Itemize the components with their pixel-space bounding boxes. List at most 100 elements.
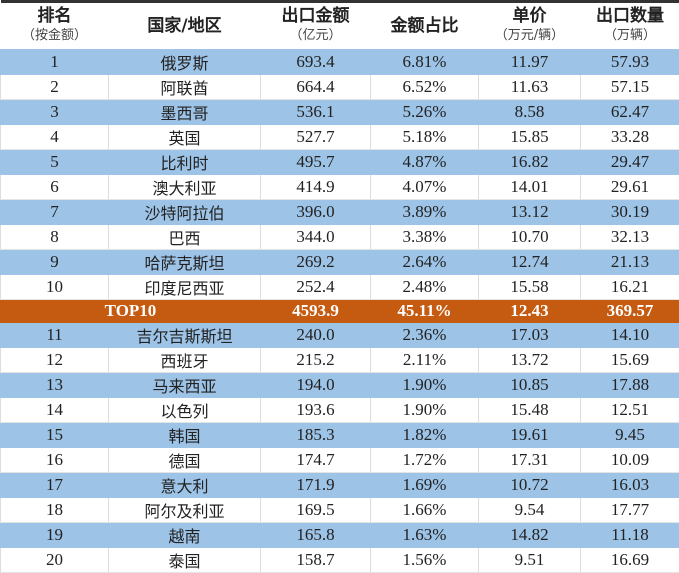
cell-value-share: 3.38% xyxy=(371,225,479,250)
cell-unit-price: 14.82 xyxy=(479,523,581,548)
cell-value-share: 1.72% xyxy=(371,448,479,473)
cell-export-value: 495.7 xyxy=(261,150,371,175)
cell-rank: 2 xyxy=(1,75,109,100)
cell-export-volume: 29.61 xyxy=(581,175,679,200)
cell-unit-price: 12.43 xyxy=(479,300,581,323)
header-export-value: 出口金额（亿元） xyxy=(261,2,371,50)
header-unit-price: 单价（万元/辆） xyxy=(479,2,581,50)
cell-value-share: 4.87% xyxy=(371,150,479,175)
cell-export-value: 215.2 xyxy=(261,348,371,373)
cell-export-volume: 16.21 xyxy=(581,275,679,300)
cell-value-share: 45.11% xyxy=(371,300,479,323)
cell-rank: 9 xyxy=(1,250,109,275)
cell-value-share: 4.07% xyxy=(371,175,479,200)
cell-unit-price: 8.58 xyxy=(479,100,581,125)
cell-export-value: 165.8 xyxy=(261,523,371,548)
cell-export-value: 174.7 xyxy=(261,448,371,473)
cell-country: 哈萨克斯坦 xyxy=(109,250,261,275)
cell-value-share: 1.82% xyxy=(371,423,479,448)
cell-country: 意大利 xyxy=(109,473,261,498)
header-value-share: 金额占比 xyxy=(371,2,479,50)
cell-rank: 10 xyxy=(1,275,109,300)
cell-export-volume: 15.69 xyxy=(581,348,679,373)
cell-export-volume: 17.88 xyxy=(581,373,679,398)
cell-value-share: 3.89% xyxy=(371,200,479,225)
cell-country: 泰国 xyxy=(109,548,261,573)
cell-unit-price: 10.72 xyxy=(479,473,581,498)
cell-rank: 13 xyxy=(1,373,109,398)
cell-unit-price: 13.72 xyxy=(479,348,581,373)
cell-unit-price: 14.01 xyxy=(479,175,581,200)
cell-country: 马来西亚 xyxy=(109,373,261,398)
cell-unit-price: 19.61 xyxy=(479,423,581,448)
cell-rank: 14 xyxy=(1,398,109,423)
cell-export-volume: 369.57 xyxy=(581,300,679,323)
header-title: 单价 xyxy=(513,6,547,26)
cell-rank: 20 xyxy=(1,548,109,573)
cell-unit-price: 15.58 xyxy=(479,275,581,300)
cell-rank: 19 xyxy=(1,523,109,548)
cell-export-value: 185.3 xyxy=(261,423,371,448)
cell-value-share: 5.26% xyxy=(371,100,479,125)
cell-export-value: 536.1 xyxy=(261,100,371,125)
cell-value-share: 1.90% xyxy=(371,398,479,423)
cell-unit-price: 17.31 xyxy=(479,448,581,473)
cell-country: 巴西 xyxy=(109,225,261,250)
cell-value-share: 2.64% xyxy=(371,250,479,275)
cell-rank: 17 xyxy=(1,473,109,498)
cell-country: 吉尔吉斯斯坦 xyxy=(109,323,261,348)
cell-export-volume: 30.19 xyxy=(581,200,679,225)
header-export-volume: 出口数量（万辆） xyxy=(581,2,679,50)
cell-export-volume: 17.77 xyxy=(581,498,679,523)
cell-unit-price: 16.82 xyxy=(479,150,581,175)
cell-top10-label: TOP10 xyxy=(1,300,261,323)
cell-value-share: 1.56% xyxy=(371,548,479,573)
header-title: 国家/地区 xyxy=(147,16,221,36)
cell-unit-price: 9.54 xyxy=(479,498,581,523)
cell-country: 印度尼西亚 xyxy=(109,275,261,300)
cell-export-volume: 57.93 xyxy=(581,50,679,75)
cell-unit-price: 15.48 xyxy=(479,398,581,423)
cell-export-volume: 29.47 xyxy=(581,150,679,175)
header-title: 金额占比 xyxy=(391,16,459,36)
cell-export-value: 194.0 xyxy=(261,373,371,398)
cell-unit-price: 13.12 xyxy=(479,200,581,225)
cell-value-share: 1.90% xyxy=(371,373,479,398)
cell-rank: 6 xyxy=(1,175,109,200)
cell-value-share: 1.69% xyxy=(371,473,479,498)
cell-country: 沙特阿拉伯 xyxy=(109,200,261,225)
cell-unit-price: 12.74 xyxy=(479,250,581,275)
header-unit: （按金额） xyxy=(1,26,109,45)
header-title: 出口金额 xyxy=(282,6,350,26)
cell-country: 俄罗斯 xyxy=(109,50,261,75)
cell-export-value: 664.4 xyxy=(261,75,371,100)
cell-export-value: 414.9 xyxy=(261,175,371,200)
cell-export-volume: 14.10 xyxy=(581,323,679,348)
cell-value-share: 2.48% xyxy=(371,275,479,300)
cell-unit-price: 11.97 xyxy=(479,50,581,75)
cell-rank: 4 xyxy=(1,125,109,150)
cell-rank: 5 xyxy=(1,150,109,175)
cell-export-volume: 12.51 xyxy=(581,398,679,423)
cell-export-volume: 33.28 xyxy=(581,125,679,150)
cell-rank: 18 xyxy=(1,498,109,523)
cell-rank: 12 xyxy=(1,348,109,373)
cell-export-value: 693.4 xyxy=(261,50,371,75)
cell-unit-price: 9.51 xyxy=(479,548,581,573)
cell-export-volume: 21.13 xyxy=(581,250,679,275)
cell-country: 西班牙 xyxy=(109,348,261,373)
